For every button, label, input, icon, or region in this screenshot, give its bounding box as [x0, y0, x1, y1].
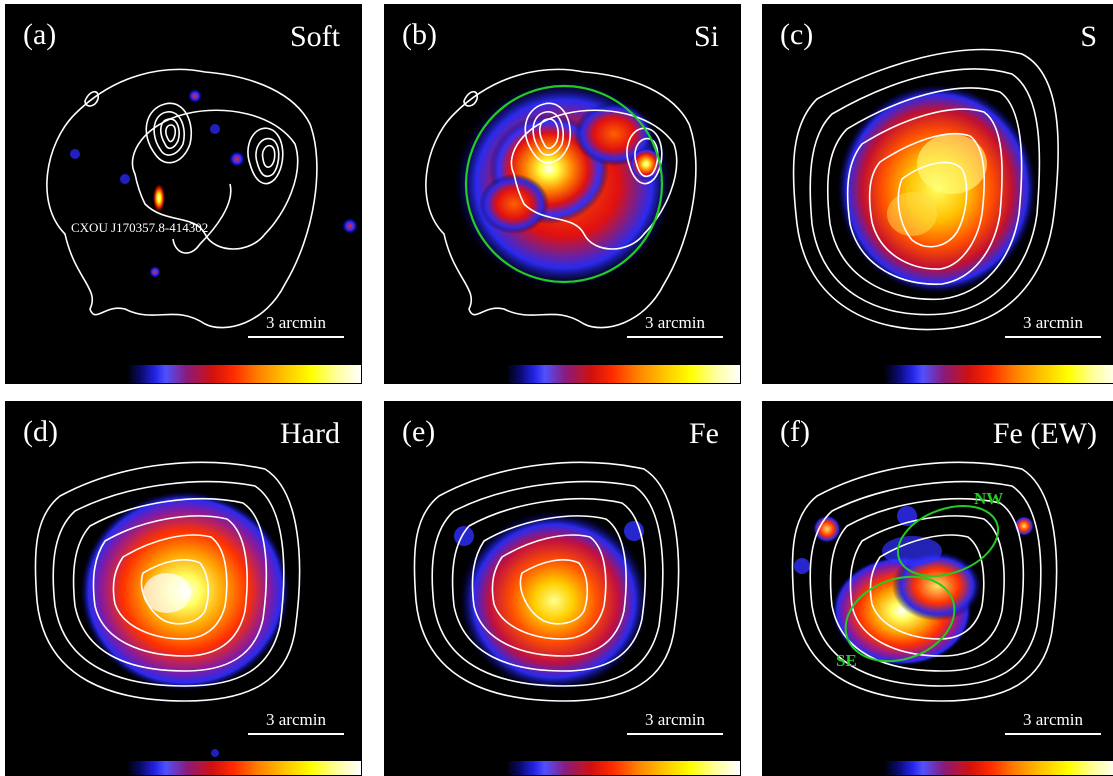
scale-label: 3 arcmin: [266, 710, 326, 729]
scale-bar: 3 arcmin: [627, 711, 723, 735]
panel-e-image: [413, 461, 680, 702]
panel-label: (a): [23, 18, 57, 51]
scale-line: [248, 336, 344, 338]
panel-f-image: [791, 461, 1058, 702]
scale-line: [627, 336, 723, 338]
band-title: Fe (EW): [992, 417, 1097, 450]
emission-peak: [143, 573, 191, 613]
panel-label: (f): [780, 415, 810, 448]
emission-blob: [813, 515, 841, 543]
band-title: Soft: [289, 20, 340, 53]
emission-blob: [70, 149, 80, 159]
emission-blob: [229, 151, 245, 167]
panel-f: (f) Fe (EW) NW SE 3 arcmin: [762, 401, 1113, 761]
colorbar-c: [762, 364, 1113, 384]
panel-c: (c) S 3 arcmin: [762, 4, 1113, 364]
scale-line: [248, 733, 344, 735]
emission-blob: [794, 558, 810, 574]
contour-overlay: [34, 461, 301, 702]
panel-e: (e) Fe 3 arcmin: [384, 401, 741, 761]
scale-line: [1005, 733, 1101, 735]
emission-blob: [1014, 516, 1034, 536]
scale-label: 3 arcmin: [1023, 710, 1083, 729]
panel-label: (d): [23, 415, 58, 448]
contour-overlay: [792, 48, 1059, 331]
region-circle-se: [844, 575, 956, 663]
region-label-nw: NW: [974, 489, 1004, 508]
band-title: Hard: [280, 417, 340, 450]
colorbar-f: [762, 760, 1113, 776]
contour-overlay: [425, 68, 697, 329]
emission-blob: [342, 218, 358, 234]
scale-label: 3 arcmin: [1023, 313, 1083, 332]
panel-a: (a) Soft CXOU J170357.8-414302 3 arcmin: [5, 4, 362, 364]
contour-overlay: [46, 68, 318, 329]
emission-region: [892, 551, 982, 621]
emission-blob: [149, 266, 161, 278]
contour-overlay: [413, 461, 680, 702]
panel-b-image: [425, 68, 697, 329]
scale-bar: 3 arcmin: [1005, 711, 1101, 735]
panel-d-image: [34, 461, 301, 757]
panel-b: (b) Si 3 arcmin: [384, 4, 741, 364]
emission-blob: [211, 749, 219, 757]
colorbar-b: [384, 364, 741, 384]
scale-bar: 3 arcmin: [1005, 314, 1101, 338]
scale-bar: 3 arcmin: [248, 314, 344, 338]
region-label-se: SE: [836, 651, 857, 670]
colorbar-d: [5, 760, 362, 776]
scale-line: [1005, 336, 1101, 338]
scale-label: 3 arcmin: [645, 710, 705, 729]
colorbar-a: [5, 364, 362, 384]
scale-bar: 3 arcmin: [248, 711, 344, 735]
panel-c-image: [792, 48, 1059, 331]
panel-d: (d) Hard 3 arcmin: [5, 401, 362, 761]
point-source: [153, 184, 165, 212]
panel-label: (e): [402, 415, 436, 448]
emission-blob: [210, 124, 220, 134]
emission-blob: [882, 536, 942, 566]
band-title: Fe: [689, 417, 719, 450]
emission-region: [574, 102, 654, 166]
scale-label: 3 arcmin: [645, 313, 705, 332]
emission-blob: [188, 89, 202, 103]
scale-bar: 3 arcmin: [627, 314, 723, 338]
band-title: S: [1080, 20, 1097, 53]
scale-label: 3 arcmin: [266, 313, 326, 332]
emission-peak: [887, 192, 937, 236]
panel-a-image: [46, 68, 358, 329]
source-label: CXOU J170357.8-414302: [71, 220, 209, 235]
emission-blob: [454, 526, 474, 546]
emission-blob: [120, 174, 130, 184]
panel-label: (c): [780, 18, 814, 51]
emission-region: [479, 174, 549, 234]
region-circle-nw: [896, 505, 1000, 577]
region-circle: [464, 84, 664, 284]
scale-line: [627, 733, 723, 735]
band-title: Si: [693, 20, 719, 53]
colorbar-e: [384, 760, 741, 776]
panel-label: (b): [402, 18, 437, 51]
